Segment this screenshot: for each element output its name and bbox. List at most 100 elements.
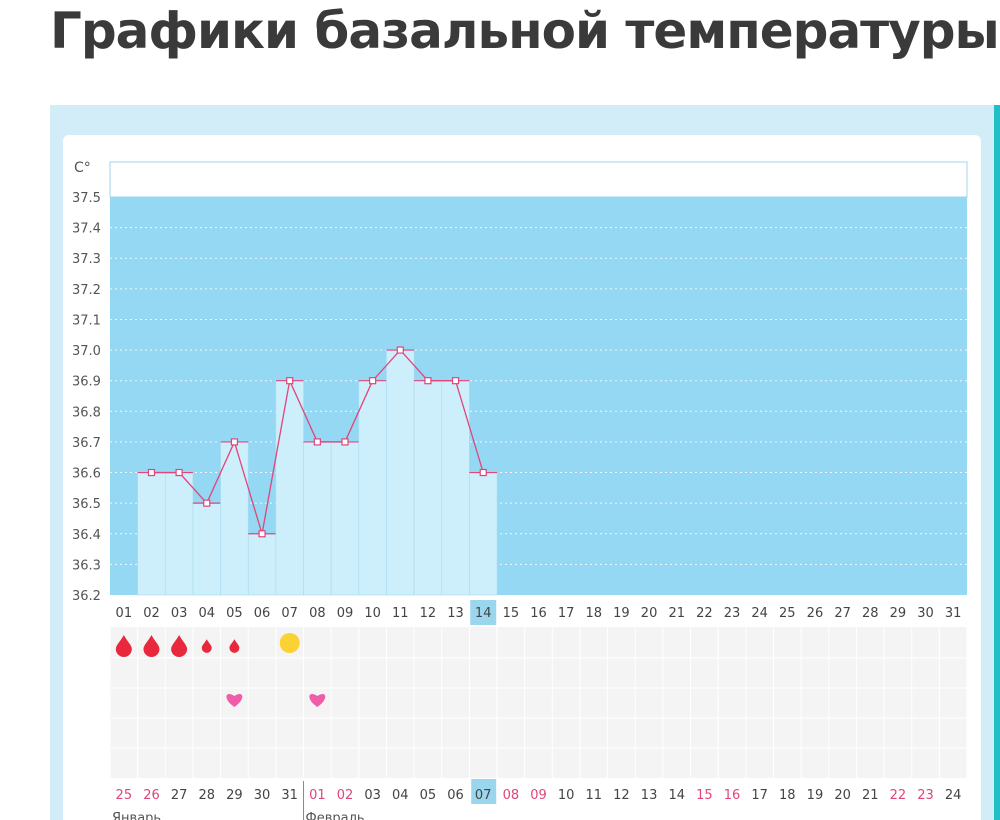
y-tick-label: 36.2 (72, 589, 101, 604)
temperature-bar (220, 441, 249, 596)
calendar-date-label: 04 (392, 788, 409, 803)
calendar-date-label: 29 (226, 788, 243, 803)
temperature-point (147, 468, 156, 477)
calendar-date-label: 22 (890, 788, 907, 803)
cycle-day-label: 16 (530, 606, 547, 621)
y-tick-label: 37.3 (72, 252, 101, 267)
calendar-date-label: 19 (807, 788, 824, 803)
cycle-day-label: 12 (420, 606, 437, 621)
calendar-date-label: 16 (724, 788, 741, 803)
cycle-day-label: 09 (337, 606, 354, 621)
cycle-day-label: 11 (392, 606, 409, 621)
calendar-date-label: 21 (862, 788, 879, 803)
y-tick-label: 37.2 (72, 283, 101, 298)
bleeding-drop-icon (201, 639, 212, 653)
temperature-point (341, 438, 349, 446)
symptom-grid (110, 627, 967, 778)
current-date-badge (471, 779, 497, 804)
bleeding-drop-icon (143, 635, 160, 657)
temperature-bar (441, 380, 470, 596)
cycle-day-label: 18 (586, 606, 603, 621)
month-label: Январь (112, 811, 161, 820)
calendar-date-label: 12 (613, 788, 630, 803)
temperature-point (230, 438, 239, 446)
temperature-bar (192, 502, 221, 596)
calendar-date-label: 17 (751, 788, 768, 803)
bleeding-drop-icon (115, 635, 132, 657)
temperature-point (424, 377, 432, 385)
page-title: Графики базальной температуры (50, 2, 1000, 60)
cycle-day-label: 19 (613, 606, 630, 621)
cycle-day-label: 21 (668, 606, 685, 621)
y-tick-label: 36.4 (72, 528, 101, 543)
calendar-date-label: 24 (945, 788, 962, 803)
cycle-day-label: 30 (917, 606, 934, 621)
y-tick-label: 36.7 (72, 436, 101, 451)
temperature-point (286, 377, 294, 385)
cycle-day-label: 15 (503, 606, 520, 621)
cycle-day-label: 10 (364, 606, 381, 621)
calendar-date-label: 13 (641, 788, 658, 803)
calendar-date-label: 09 (530, 788, 547, 803)
calendar-date-label: 27 (171, 788, 188, 803)
cycle-day-label: 07 (281, 606, 298, 621)
cycle-day-label: 20 (641, 606, 658, 621)
calendar-date-label: 25 (116, 788, 133, 803)
month-label: Февраль (306, 811, 365, 820)
calendar-date-label: 11 (586, 788, 603, 803)
cycle-day-label: 28 (862, 606, 879, 621)
cycle-day-label: 22 (696, 606, 713, 621)
cycle-day-label: 29 (890, 606, 907, 621)
temperature-bar (413, 380, 443, 596)
temperature-point (451, 377, 460, 385)
y-tick-label: 37.1 (72, 313, 101, 328)
cycle-day-label: 06 (254, 606, 271, 621)
temperature-bar (386, 349, 415, 596)
heart-icon (309, 694, 326, 707)
y-tick-label: 36.9 (72, 375, 101, 390)
cycle-day-label: 26 (807, 606, 824, 621)
calendar-date-label: 05 (420, 788, 437, 803)
calendar-date-label: 03 (364, 788, 381, 803)
cycle-day-label: 24 (751, 606, 768, 621)
temperature-point (258, 530, 266, 538)
cycle-day-label: 23 (724, 606, 741, 621)
calendar-date-label: 08 (503, 788, 520, 803)
temperature-bar (275, 380, 304, 596)
bleeding-drop-icon (171, 635, 188, 657)
temperature-point (479, 468, 487, 477)
calendar-date-label: 01 (309, 788, 326, 803)
temperature-point (396, 346, 404, 354)
cycle-day-label: 05 (226, 606, 243, 621)
temperature-bar (358, 380, 387, 596)
calendar-date-label: 07 (475, 788, 492, 803)
calendar-date-label: 18 (779, 788, 796, 803)
calendar-date-label: 14 (668, 788, 685, 803)
bleeding-drop-icon (229, 639, 240, 653)
plot-area (110, 197, 967, 595)
calendar-date-label: 15 (696, 788, 713, 803)
ovulation-sun-icon (279, 633, 300, 653)
frame-edge (994, 105, 1000, 820)
cycle-day-label: 25 (779, 606, 796, 621)
calendar-date-label: 28 (198, 788, 215, 803)
cycle-day-label: 17 (558, 606, 575, 621)
y-tick-label: 37.5 (72, 191, 101, 206)
cycle-day-label: 14 (475, 606, 492, 621)
current-day-badge (470, 600, 497, 625)
cycle-day-label: 04 (198, 606, 215, 621)
temperature-bar (247, 533, 277, 596)
y-tick-label: 36.6 (72, 467, 101, 482)
temperature-bar (469, 472, 498, 596)
calendar-date-label: 10 (558, 788, 575, 803)
plot-header-band (109, 161, 968, 198)
calendar-date-label: 02 (337, 788, 354, 803)
y-tick-label: 36.5 (72, 497, 101, 512)
temperature-bar (303, 441, 332, 596)
cycle-day-label: 27 (834, 606, 851, 621)
calendar-date-label: 23 (917, 788, 934, 803)
y-tick-label: 36.3 (72, 558, 101, 573)
cycle-day-label: 03 (171, 606, 188, 621)
cycle-day-label: 08 (309, 606, 326, 621)
